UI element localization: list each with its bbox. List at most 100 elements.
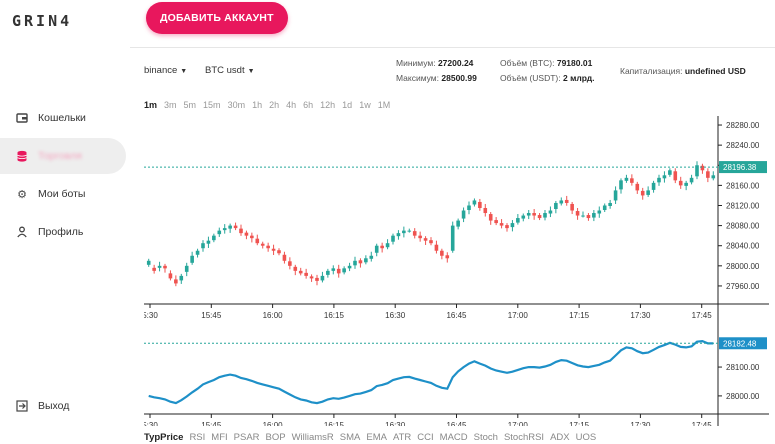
x-tick-label: 16:15: [324, 311, 345, 320]
sidebar-item-profile[interactable]: Профиль: [0, 214, 126, 250]
stat-min: Минимум: 27200.24: [396, 58, 473, 68]
y-tick-label: 28160.00: [726, 181, 760, 190]
candle-body: [521, 215, 526, 219]
candle-body: [260, 243, 265, 246]
stat-cap-value: undefined USD: [684, 66, 746, 76]
candle-body: [440, 250, 444, 256]
candle-body: [592, 213, 596, 218]
timeframe-30m[interactable]: 30m: [227, 100, 246, 110]
indicator-stochrsi[interactable]: StochRSI: [503, 432, 545, 443]
main-content: ДОБАВИТЬ АККАУНТ binance ▼ BTC usdt ▼ Мини…: [130, 0, 775, 444]
stat-vol-btc-label: Объём (BTC):: [500, 58, 555, 68]
candle-body: [543, 213, 547, 218]
sub-x-tick-label: 16:00: [263, 421, 284, 426]
x-tick-label: 15:45: [201, 311, 222, 320]
indicator-stoch[interactable]: Stoch: [473, 432, 498, 443]
chart-svg[interactable]: 27960.00 28000.00 28040.00 28080.00 28120.00…: [142, 116, 769, 430]
indicator-sma[interactable]: SMA: [339, 432, 361, 443]
sub-x-tick-label: 5:30: [144, 421, 158, 426]
x-tick-label: 5:30: [144, 311, 158, 320]
sidebar-item-my-bots[interactable]: ⚙ Мои боты: [0, 176, 126, 212]
candle-body: [277, 250, 281, 254]
y-tick-label: 28280.00: [726, 121, 760, 130]
sidebar-item-trading[interactable]: Торговля: [0, 138, 126, 174]
candle-body: [331, 268, 336, 271]
sidebar-item-wallets[interactable]: Кошельки: [0, 100, 126, 136]
stat-cap: Капитализация: undefined USD: [620, 66, 746, 76]
sidebar-item-label: Торговля: [38, 150, 82, 162]
last-price-badge: [719, 161, 767, 174]
candle-body: [293, 266, 298, 271]
sub-x-tick-label: 16:15: [324, 421, 345, 426]
candle-body: [564, 199, 569, 203]
timeframe-2h[interactable]: 2h: [269, 100, 280, 110]
timeframe-3m[interactable]: 3m: [164, 100, 177, 110]
indicator-typprice[interactable]: TypPrice: [144, 432, 184, 443]
candle-body: [657, 177, 661, 183]
logout-label: Выход: [38, 400, 70, 412]
y-tick-label: 28080.00: [726, 222, 760, 231]
y-tick-label: 27960.00: [726, 282, 760, 291]
indicator-bop[interactable]: BOP: [265, 432, 286, 443]
price-chart[interactable]: 27960.00 28000.00 28040.00 28080.00 28120.00…: [142, 116, 769, 430]
candle-body: [586, 215, 591, 219]
candle-body: [711, 175, 716, 179]
candle-body: [288, 261, 292, 266]
add-account-button[interactable]: ДОБАВИТЬ АККАУНТ: [146, 2, 288, 34]
candle-body: [304, 272, 308, 276]
x-tick-label: 17:15: [569, 311, 590, 320]
indicator-williamsr[interactable]: WilliamsR: [291, 432, 334, 443]
candle-body: [494, 220, 498, 224]
candle-body: [298, 270, 303, 274]
candle-body: [239, 228, 243, 234]
candle-body: [684, 182, 688, 186]
sub-x-tick-label: 17:00: [508, 421, 529, 426]
candle-body: [364, 258, 368, 263]
timeframe-12h[interactable]: 12h: [320, 100, 336, 110]
candle-body: [499, 223, 504, 226]
indicator-adx[interactable]: ADX: [550, 432, 570, 443]
indicator-uos[interactable]: UOS: [575, 432, 597, 443]
indicator-mfi[interactable]: MFI: [211, 432, 228, 443]
timeframe-1m[interactable]: 1m: [144, 100, 158, 110]
timeframe-6h[interactable]: 6h: [303, 100, 314, 110]
timeframe-5m[interactable]: 5m: [183, 100, 197, 110]
indicator-macd[interactable]: MACD: [439, 432, 468, 443]
candle-body: [206, 240, 211, 244]
candle-body: [581, 215, 585, 217]
pair-select[interactable]: BTC usdt ▼: [205, 65, 255, 76]
candle-body: [624, 177, 629, 181]
indicator-atr[interactable]: ATR: [392, 432, 412, 443]
x-tick-label: 17:00: [508, 311, 529, 320]
stat-max-label: Максимум:: [396, 73, 440, 83]
indicator-rsi[interactable]: RSI: [189, 432, 206, 443]
candle-body: [266, 245, 270, 249]
indicator-cci[interactable]: CCI: [417, 432, 434, 443]
exchange-select[interactable]: binance ▼: [144, 65, 187, 76]
candle-body: [396, 233, 401, 237]
sub-x-tick-label: 16:45: [446, 421, 467, 426]
timeframe-1M[interactable]: 1M: [377, 100, 391, 110]
timeframe-1d[interactable]: 1d: [342, 100, 353, 110]
candle-body: [662, 175, 667, 179]
timeframe-15m[interactable]: 15m: [203, 100, 221, 110]
candle-body: [347, 265, 352, 269]
candle-body: [168, 273, 173, 279]
timeframe-1h[interactable]: 1h: [252, 100, 263, 110]
indicator-psar[interactable]: PSAR: [233, 432, 260, 443]
indicator-ema[interactable]: EMA: [366, 432, 387, 443]
logout-button[interactable]: Выход: [0, 388, 126, 424]
candle-body: [374, 245, 379, 253]
y-tick-label: 28120.00: [726, 201, 760, 210]
candle-body: [559, 200, 564, 204]
candle-body: [152, 267, 156, 271]
candle-body: [445, 255, 450, 259]
candle-body: [271, 248, 276, 251]
timeframe-4h[interactable]: 4h: [286, 100, 297, 110]
candle-body: [402, 230, 406, 234]
candle-body: [179, 275, 184, 281]
sidebar-item-label: Профиль: [38, 226, 84, 238]
candle-body: [369, 255, 374, 259]
candle-body: [282, 254, 287, 261]
timeframe-1w[interactable]: 1w: [359, 100, 371, 110]
